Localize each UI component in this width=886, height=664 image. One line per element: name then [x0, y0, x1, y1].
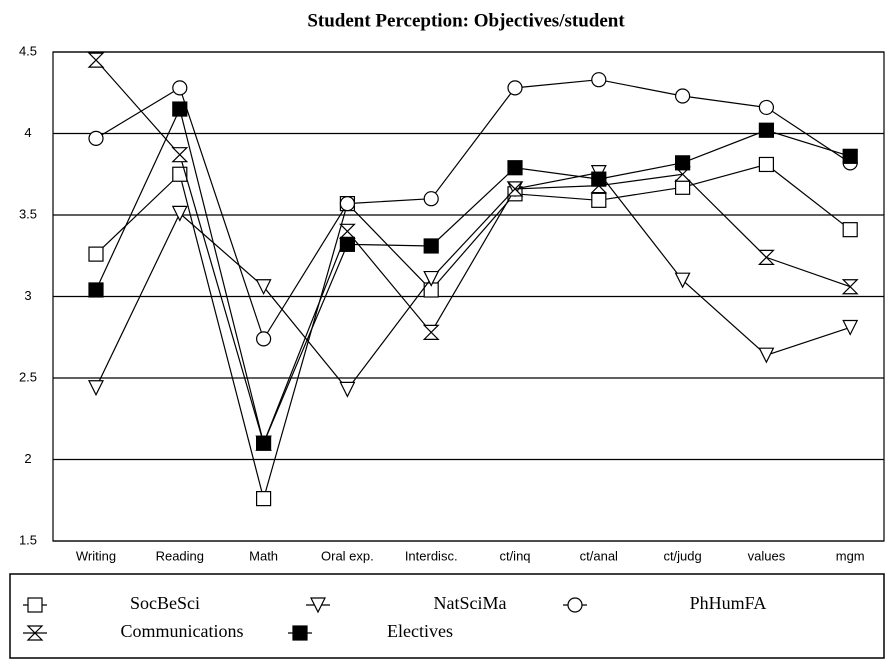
- marker: [674, 155, 691, 171]
- marker: [757, 249, 775, 265]
- legend-label: SocBeSci: [130, 593, 200, 613]
- marker: [591, 72, 607, 88]
- legend-marker: [567, 597, 583, 613]
- marker: [256, 491, 272, 507]
- x-tick-label: ct/inq: [499, 548, 530, 563]
- series-line: [95, 171, 851, 391]
- legend-marker: [310, 597, 326, 614]
- series-line: [95, 107, 851, 446]
- x-tick-label: Writing: [76, 548, 116, 563]
- marker: [758, 99, 775, 116]
- marker: [88, 282, 104, 298]
- marker: [507, 160, 523, 176]
- marker: [88, 130, 104, 146]
- y-tick-label: 2: [24, 451, 31, 466]
- marker: [423, 270, 440, 287]
- marker: [841, 279, 859, 295]
- legend-label: PhHumFA: [690, 593, 767, 613]
- marker: [507, 80, 523, 96]
- chart-title: Student Perception: Objectives/student: [307, 10, 625, 31]
- marker: [88, 380, 104, 397]
- y-tick-label: 3.5: [19, 206, 37, 221]
- legend-label: Communications: [121, 621, 244, 641]
- legend-label: NatSciMa: [434, 593, 507, 613]
- marker: [339, 236, 355, 252]
- x-tick-label: ct/judg: [663, 548, 701, 563]
- y-tick-label: 4: [24, 125, 31, 140]
- marker: [506, 181, 524, 197]
- x-tick-label: Reading: [156, 548, 204, 563]
- y-tick-label: 4.5: [19, 43, 37, 58]
- marker: [339, 195, 355, 212]
- series-line: [95, 59, 851, 446]
- marker: [171, 205, 188, 222]
- marker: [88, 246, 104, 262]
- marker: [87, 52, 105, 68]
- legend-label: Electives: [387, 621, 453, 641]
- marker: [674, 179, 691, 195]
- x-tick-label: ct/anal: [580, 548, 618, 563]
- marker: [422, 324, 440, 340]
- marker: [591, 171, 607, 187]
- legend-box: [9, 573, 885, 659]
- marker: [674, 272, 691, 289]
- legend-marker: [26, 625, 44, 641]
- marker: [255, 279, 272, 296]
- x-tick-label: Oral exp.: [321, 548, 374, 563]
- legend-marker: [27, 597, 43, 613]
- marker: [674, 88, 691, 104]
- series-line: [95, 79, 851, 341]
- marker: [758, 122, 775, 138]
- marker: [758, 156, 775, 173]
- x-tick-label: values: [748, 548, 786, 563]
- y-tick-label: 2.5: [19, 369, 37, 384]
- marker: [172, 80, 188, 96]
- marker: [842, 222, 858, 238]
- x-tick-label: Math: [249, 548, 278, 563]
- marker: [423, 191, 439, 207]
- marker: [591, 192, 607, 208]
- legend-marker: [292, 625, 308, 641]
- marker: [256, 331, 272, 347]
- marker: [423, 238, 439, 254]
- series-line: [95, 163, 851, 501]
- marker: [172, 101, 188, 117]
- y-tick-label: 3: [24, 288, 31, 303]
- marker: [758, 347, 775, 364]
- y-tick-label: 1.5: [19, 532, 37, 547]
- x-tick-label: Interdisc.: [405, 548, 458, 563]
- marker: [338, 223, 356, 239]
- x-tick-label: mgm: [836, 548, 865, 563]
- marker: [339, 381, 356, 398]
- marker: [842, 148, 858, 164]
- marker: [256, 435, 272, 451]
- marker: [171, 147, 189, 163]
- marker: [172, 166, 188, 182]
- marker: [842, 319, 859, 336]
